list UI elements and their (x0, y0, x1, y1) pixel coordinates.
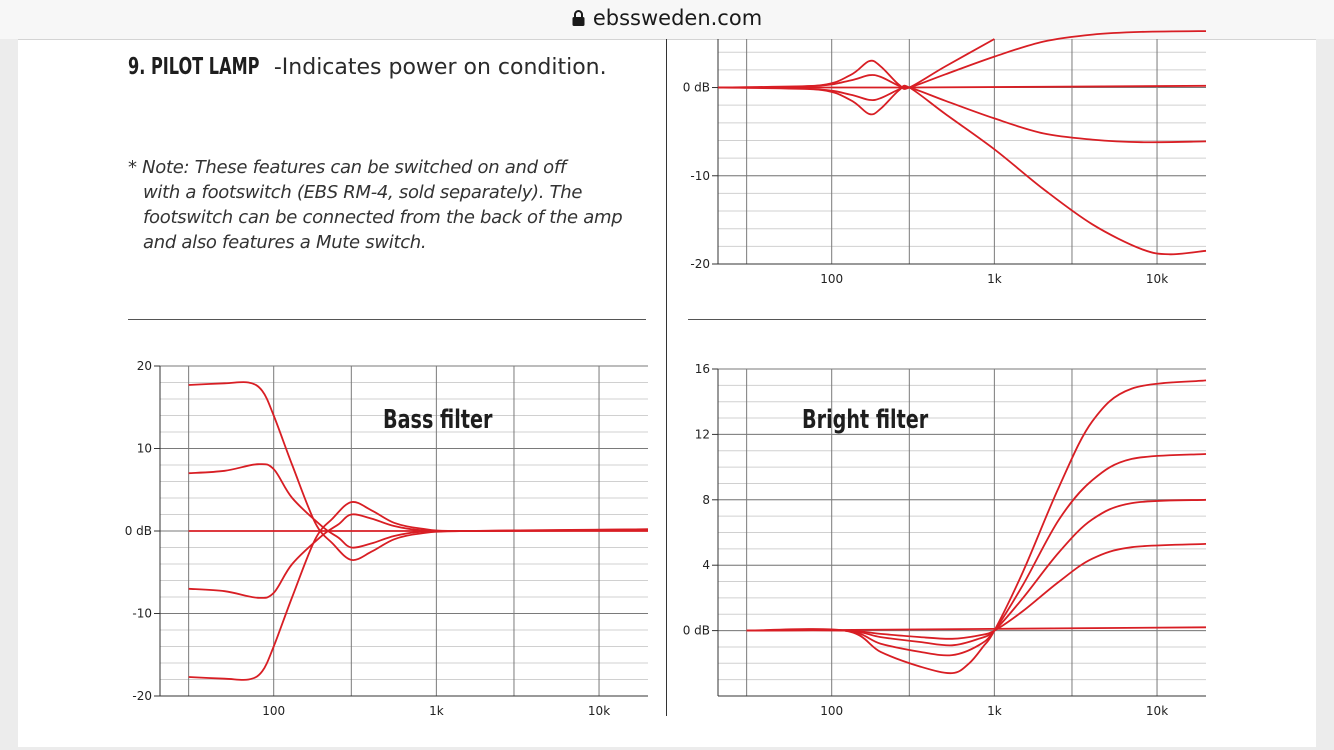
response-curve (746, 379, 1207, 675)
y-tick-label: 8 (702, 493, 710, 507)
response-curve (717, 85, 1207, 144)
y-tick-label: 0 dB (683, 81, 710, 95)
x-tick-label: 100 (262, 704, 285, 718)
response-curve (746, 498, 1207, 647)
column-divider (666, 39, 667, 716)
response-curve (717, 30, 1207, 90)
bright-filter-chart: 16 12 8 4 0 dB 100 1k 10k Bright filter (683, 362, 1207, 718)
x-tick-label: 100 (820, 704, 843, 718)
y-tick-label: -10 (132, 607, 152, 621)
x-tick-label: 1k (987, 272, 1002, 286)
section-divider-right (688, 319, 1206, 320)
y-tick-label: 0 dB (683, 624, 710, 638)
y-tick-label: 12 (695, 427, 710, 441)
url-display[interactable]: ebssweden.com (0, 6, 1334, 30)
x-tick-label: 100 (820, 272, 843, 286)
url-bar[interactable]: ebssweden.com (0, 0, 1334, 40)
x-tick-label: 1k (429, 704, 444, 718)
response-curve (717, 38, 995, 90)
y-tick-label: 16 (695, 362, 710, 376)
url-text: ebssweden.com (592, 6, 763, 30)
x-tick-label: 10k (1146, 704, 1168, 718)
y-tick-label: 10 (137, 442, 152, 456)
page-margin-left (0, 39, 18, 750)
response-curve (746, 543, 1207, 640)
x-tick-label: 10k (588, 704, 610, 718)
response-curve (188, 501, 649, 681)
bass-filter-chart: 20 10 0 dB -10 -20 100 1k 10k Bass filter (125, 359, 649, 718)
pilot-lamp-description: -Indicates power on condition. (273, 55, 607, 80)
y-tick-label: 20 (137, 359, 152, 373)
response-curve (188, 463, 649, 549)
response-curve (188, 513, 649, 599)
page-margin-right (1316, 39, 1334, 750)
y-tick-label: -10 (690, 169, 710, 183)
response-curve (717, 84, 1207, 256)
top-right-response-chart: 0 dB -10 -20 100 1k 10k (683, 30, 1207, 286)
pilot-lamp-title: 9. PILOT LAMP (128, 54, 260, 80)
response-curve (746, 453, 1207, 657)
chart-title: Bright filter (802, 404, 929, 435)
response-curve (188, 381, 649, 561)
y-tick-label: -20 (132, 689, 152, 703)
note-line: footswitch can be connected from the bac… (143, 207, 623, 228)
section-divider-left (128, 319, 646, 320)
note-line: and also features a Mute switch. (143, 232, 427, 253)
x-tick-label: 1k (987, 704, 1002, 718)
lock-icon (572, 10, 585, 26)
y-tick-label: 4 (702, 558, 710, 572)
y-tick-label: -20 (690, 257, 710, 271)
pilot-lamp-heading: 9. PILOT LAMP -Indicates power on condit… (128, 54, 607, 80)
x-tick-label: 10k (1146, 272, 1168, 286)
page-margin-bottom (0, 747, 1334, 750)
note-line: with a footswitch (EBS RM-4, sold separa… (143, 182, 583, 203)
y-tick-label: 0 dB (125, 524, 152, 538)
footswitch-note: * Note: These features can be switched o… (128, 155, 658, 255)
chart-title: Bass filter (383, 404, 493, 435)
note-line: * Note: These features can be switched o… (128, 157, 566, 178)
